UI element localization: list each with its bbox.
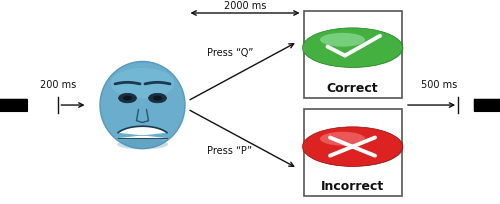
Ellipse shape <box>302 28 402 68</box>
Ellipse shape <box>320 33 365 47</box>
Ellipse shape <box>153 96 162 101</box>
Ellipse shape <box>118 93 136 103</box>
Ellipse shape <box>302 127 402 166</box>
Ellipse shape <box>304 127 404 167</box>
Bar <box>12 105 26 111</box>
Bar <box>304 11 402 98</box>
Text: 500 ms: 500 ms <box>421 80 457 90</box>
Bar <box>474 105 488 111</box>
Ellipse shape <box>117 139 168 150</box>
Text: Press “Q”: Press “Q” <box>207 48 253 58</box>
Text: 200 ms: 200 ms <box>40 80 76 90</box>
Bar <box>12 100 26 105</box>
Bar <box>488 105 500 111</box>
Bar <box>488 100 500 105</box>
Ellipse shape <box>320 132 365 146</box>
Bar <box>474 100 500 111</box>
Bar <box>304 109 402 196</box>
Ellipse shape <box>100 61 185 149</box>
Bar <box>0 100 26 111</box>
Text: Press “P”: Press “P” <box>208 146 252 156</box>
Ellipse shape <box>304 28 404 68</box>
Ellipse shape <box>118 93 137 103</box>
Ellipse shape <box>110 68 174 99</box>
Text: Incorrect: Incorrect <box>321 180 384 193</box>
Text: Correct: Correct <box>326 82 378 95</box>
Bar <box>0 105 12 111</box>
Text: 2000 ms: 2000 ms <box>224 1 266 11</box>
Ellipse shape <box>148 93 167 103</box>
Polygon shape <box>118 126 167 138</box>
Ellipse shape <box>148 93 166 103</box>
Bar <box>0 100 12 105</box>
Ellipse shape <box>123 96 132 101</box>
Bar <box>474 100 488 105</box>
